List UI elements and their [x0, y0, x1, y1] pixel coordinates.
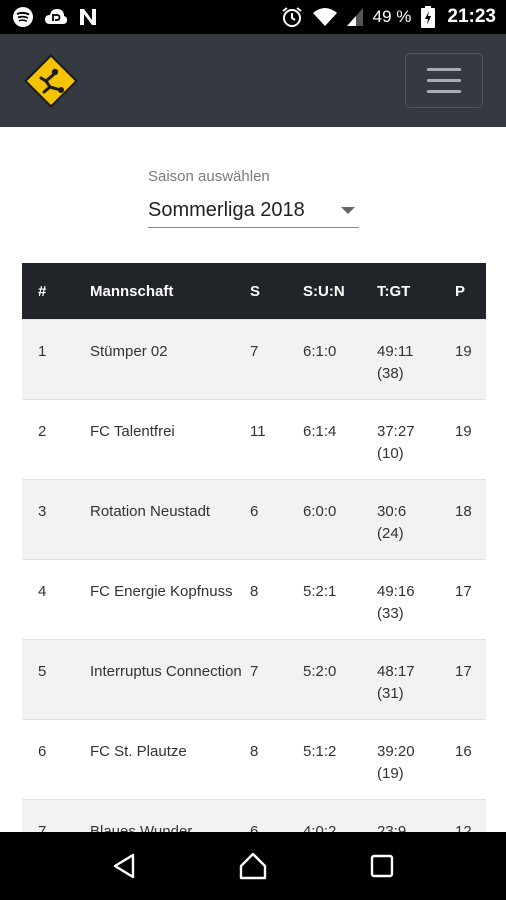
col-header-points: P: [455, 282, 466, 300]
wifi-icon: [312, 7, 337, 27]
cell-record: 5:1:2: [303, 719, 377, 800]
cell-team: Stümper 02: [90, 319, 250, 400]
cell-games: 7: [250, 319, 303, 400]
cell-record: 6:0:0: [303, 479, 377, 560]
cell-points: 19: [455, 319, 486, 400]
goals-value: 39:20: [377, 743, 415, 760]
cell-goals: 30:6 (24): [377, 479, 455, 560]
alarm-icon: [281, 6, 303, 28]
menu-bar-line: [427, 68, 461, 71]
system-nav-bar: [0, 832, 506, 900]
battery-icon: [421, 6, 436, 28]
goals-value: 48:17: [377, 663, 415, 680]
cell-points: 19: [455, 399, 486, 480]
cell-rank: 5: [22, 639, 90, 720]
goal-diff-value: (19): [377, 765, 404, 782]
cell-record: 5:2:1: [303, 559, 377, 640]
col-header-team: Mannschaft: [90, 282, 174, 300]
menu-bar-line: [427, 79, 461, 82]
battery-percent: 49 %: [372, 7, 412, 26]
cell-rank: 3: [22, 479, 90, 560]
cell-points: 17: [455, 639, 486, 720]
home-icon[interactable]: [223, 836, 283, 896]
cell-rank: 6: [22, 719, 90, 800]
cell-record: 6:1:0: [303, 319, 377, 400]
status-bar: 49 % 21:23: [0, 0, 506, 34]
cell-rank: 1: [22, 319, 90, 400]
cell-goals: 48:17 (31): [377, 639, 455, 720]
menu-bar-line: [427, 90, 461, 93]
goal-diff-value: (38): [377, 365, 404, 382]
cell-rank: 2: [22, 399, 90, 480]
recents-icon[interactable]: [352, 836, 412, 896]
table-row[interactable]: 3 Rotation Neustadt 6 6:0:0 30:6 (24) 18: [22, 479, 486, 560]
col-header-record: S:U:N: [303, 282, 345, 300]
goal-diff-value: (33): [377, 605, 404, 622]
cell-points: 16: [455, 719, 486, 800]
goals-value: 49:11: [377, 343, 414, 360]
cell-games: 8: [250, 559, 303, 640]
cell-team: Rotation Neustadt: [90, 479, 250, 560]
dropdown-caret-icon: [341, 206, 355, 214]
cell-record: 6:1:4: [303, 399, 377, 480]
cell-team: Interruptus Connection: [90, 639, 250, 720]
cell-team: FC St. Plautze: [90, 719, 250, 800]
cell-team: FC Talentfrei: [90, 399, 250, 480]
cell-games: 6: [250, 799, 303, 832]
cell-rank: 7: [22, 799, 90, 832]
clock-time: 21:23: [447, 6, 496, 27]
season-selected-value: Sommerliga 2018: [148, 198, 305, 221]
spotify-icon: [12, 6, 34, 28]
table-row[interactable]: 7 Blaues Wunder 6 4:0:2 23:9 12: [22, 799, 486, 832]
cell-games: 7: [250, 639, 303, 720]
goal-diff-value: (24): [377, 525, 404, 542]
standings-table: # Mannschaft S S:U:N T:GT P 1 Stümper 02…: [22, 263, 486, 832]
col-header-games: S: [250, 282, 261, 300]
cell-points: 18: [455, 479, 486, 560]
cell-goals: 39:20 (19): [377, 719, 455, 800]
goal-diff-value: (31): [377, 685, 404, 702]
col-header-goals: T:GT: [377, 282, 411, 300]
standings-table-container: # Mannschaft S S:U:N T:GT P 1 Stümper 02…: [22, 263, 486, 832]
season-selector: Saison auswählen Sommerliga 2018: [148, 168, 359, 228]
season-label: Saison auswählen: [148, 168, 270, 185]
cell-team: Blaues Wunder: [90, 799, 250, 832]
table-header-row: # Mannschaft S S:U:N T:GT P: [22, 263, 486, 320]
table-row[interactable]: 2 FC Talentfrei 11 6:1:4 37:27 (10) 19: [22, 399, 486, 480]
goals-value: 37:27: [377, 423, 415, 440]
cell-goals: 23:9: [377, 799, 455, 832]
cell-games: 11: [250, 399, 303, 480]
cell-games: 6: [250, 479, 303, 560]
n-icon: [78, 7, 98, 27]
goals-value: 23:9: [377, 823, 407, 832]
cell-goals: 49:11 (38): [377, 319, 455, 400]
cell-points: 12: [455, 799, 486, 832]
table-row[interactable]: 5 Interruptus Connection 7 5:2:0 48:17 (3…: [22, 639, 486, 720]
goals-value: 30:6: [377, 503, 407, 520]
cell-goals: 37:27 (10): [377, 399, 455, 480]
table-row[interactable]: 1 Stümper 02 7 6:1:0 49:11 (38) 19: [22, 319, 486, 400]
cell-record: 5:2:0: [303, 639, 377, 720]
cell-record: 4:0:2: [303, 799, 377, 832]
cloud-icon: [44, 7, 68, 27]
status-bar-right: 49 % 21:23: [281, 6, 496, 28]
cell-rank: 4: [22, 559, 90, 640]
signal-icon: [346, 8, 363, 26]
cell-team: FC Energie Kopfnuss: [90, 559, 250, 640]
goals-value: 49:16: [377, 583, 415, 600]
goal-diff-value: (10): [377, 445, 404, 462]
hamburger-menu-button[interactable]: [405, 53, 483, 108]
back-icon[interactable]: [94, 836, 154, 896]
cell-points: 17: [455, 559, 486, 640]
status-bar-left: [12, 6, 98, 28]
cell-games: 8: [250, 719, 303, 800]
app-header: [0, 34, 506, 127]
soccer-logo-icon[interactable]: [24, 54, 78, 108]
season-dropdown[interactable]: Sommerliga 2018: [148, 193, 359, 228]
col-header-rank: #: [38, 282, 47, 300]
table-row[interactable]: 4 FC Energie Kopfnuss 8 5:2:1 49:16 (33) …: [22, 559, 486, 640]
cell-goals: 49:16 (33): [377, 559, 455, 640]
table-row[interactable]: 6 FC St. Plautze 8 5:1:2 39:20 (19) 16: [22, 719, 486, 800]
